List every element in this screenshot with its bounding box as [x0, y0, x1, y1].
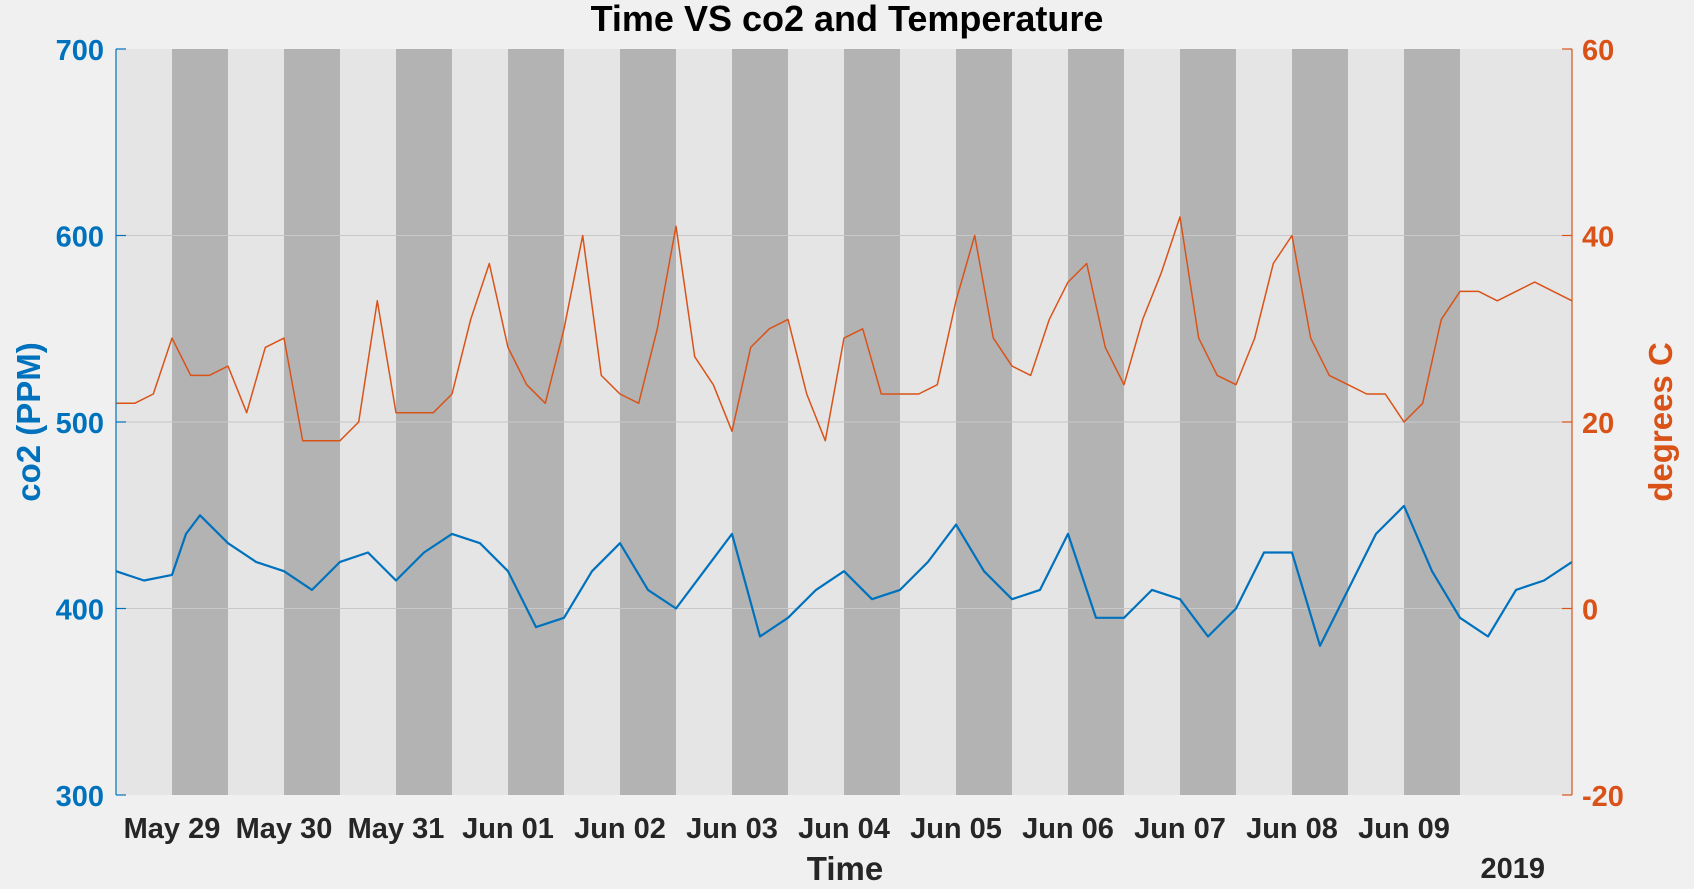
- x-axis-label: Time: [807, 850, 883, 887]
- y-right-axis-label: degrees C: [1642, 342, 1679, 502]
- x-tick-label: May 31: [348, 813, 445, 845]
- x-tick-label: Jun 09: [1358, 813, 1450, 845]
- x-tick-label: May 30: [236, 813, 333, 845]
- y-right-tick-label: 0: [1582, 595, 1598, 627]
- x-tick-label: Jun 04: [798, 813, 890, 845]
- x-tick-label: Jun 08: [1246, 813, 1338, 845]
- x-tick-label: Jun 03: [686, 813, 778, 845]
- axes: 300 400 500 600 700 -20 0 20 40 60 May 29 May 30 May…: [56, 35, 1624, 845]
- y-right-tick-label: -20: [1582, 781, 1624, 813]
- y-right-tick-label: 40: [1582, 222, 1614, 254]
- y-left-tick-label: 300: [56, 781, 104, 813]
- y-right-tick-label: 20: [1582, 408, 1614, 440]
- series-layer: [115, 216, 1573, 647]
- x-axis-year-label: 2019: [1480, 853, 1545, 885]
- x-tick-label: Jun 01: [462, 813, 554, 845]
- chart-title: Time VS co2 and Temperature: [591, 0, 1104, 39]
- y-left-tick-label: 700: [56, 35, 104, 67]
- x-tick-label: May 29: [124, 813, 221, 845]
- series-line-co2: [115, 504, 1573, 647]
- y-left-tick-label: 500: [56, 408, 104, 440]
- y-left-tick-label: 600: [56, 222, 104, 254]
- y-left-tick-label: 400: [56, 595, 104, 627]
- x-tick-label: Jun 07: [1134, 813, 1226, 845]
- x-tick-label: Jun 06: [1022, 813, 1114, 845]
- y-right-tick-label: 60: [1582, 35, 1614, 67]
- series-line-degrees-C: [116, 216, 1573, 442]
- y-left-axis-label: co2 (PPM): [10, 342, 47, 502]
- x-tick-label: Jun 05: [910, 813, 1002, 845]
- x-tick-label: Jun 02: [574, 813, 666, 845]
